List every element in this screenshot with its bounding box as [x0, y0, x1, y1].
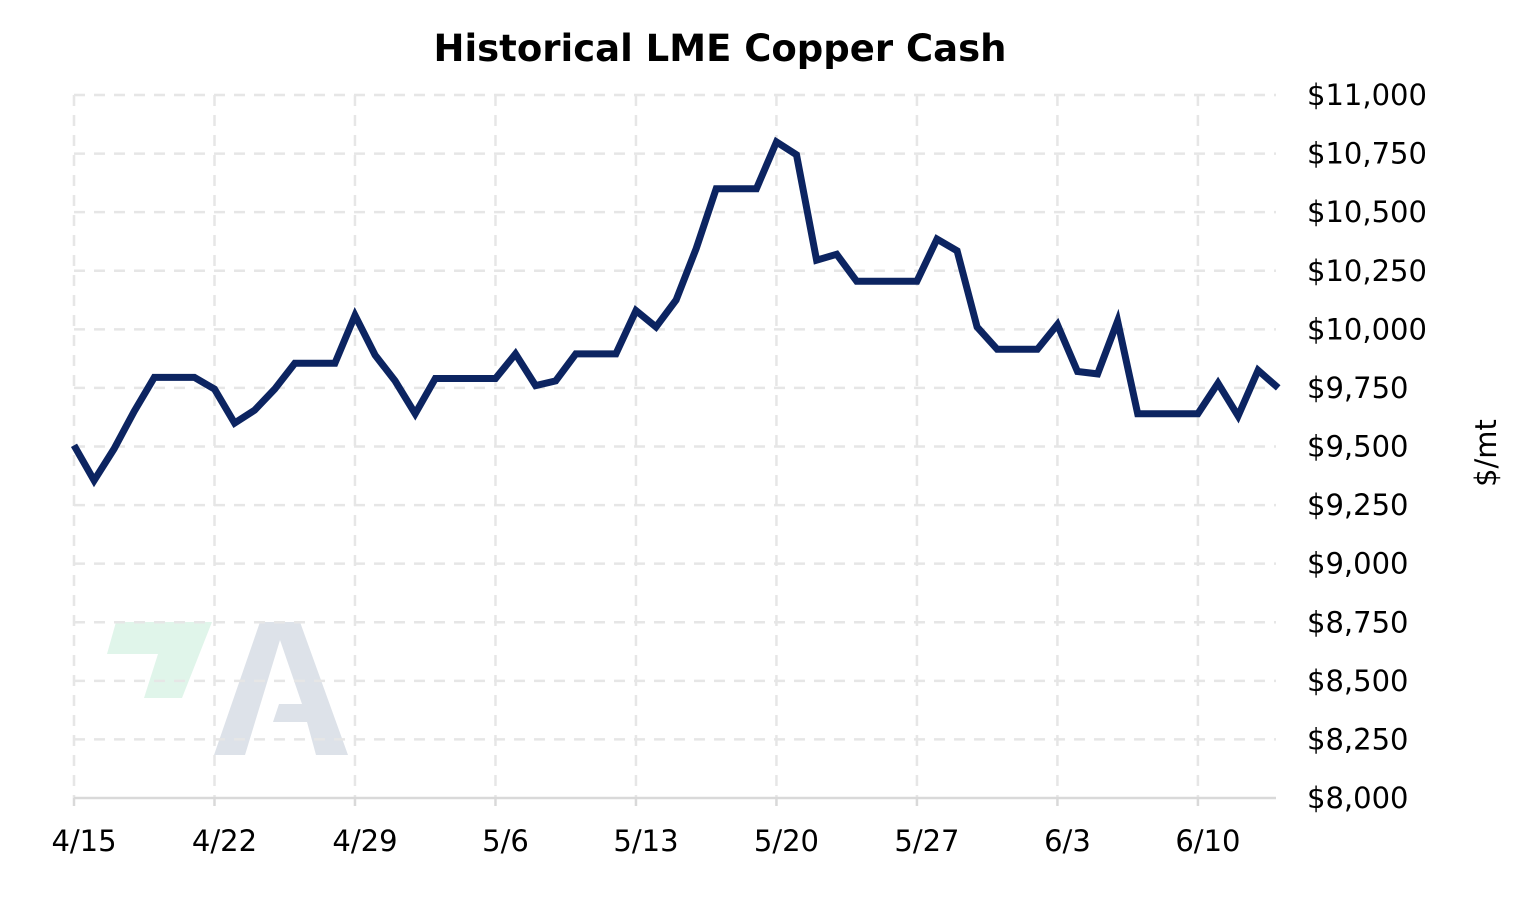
data-point [874, 278, 880, 284]
data-point [1235, 413, 1241, 419]
data-point [533, 383, 539, 389]
x-tick-label: 5/20 [754, 824, 819, 858]
data-point [934, 236, 940, 242]
series-layer [70, 136, 1281, 488]
data-point [673, 297, 679, 303]
data-point [593, 351, 599, 357]
data-point [111, 446, 117, 452]
chart-title: Historical LME Copper Cash [434, 27, 1007, 70]
data-point [1054, 322, 1060, 328]
data-point [1115, 318, 1121, 324]
data-point [613, 351, 619, 357]
watermark-logo [107, 622, 348, 755]
y-tick-label: $9,250 [1307, 488, 1408, 522]
data-point [1075, 369, 1081, 375]
data-point [1255, 367, 1261, 373]
data-point [292, 360, 298, 366]
data-point [232, 420, 238, 426]
grid [72, 93, 1276, 798]
data-point [974, 324, 980, 330]
data-point [513, 351, 519, 357]
y-tick-label: $11,000 [1307, 78, 1427, 112]
data-point [1095, 371, 1101, 377]
data-point [332, 360, 338, 366]
data-point [151, 374, 157, 380]
data-point [1215, 380, 1221, 386]
data-point [713, 186, 719, 192]
data-point [452, 376, 458, 382]
watermark-logo-mark [107, 622, 212, 698]
data-point [553, 378, 559, 384]
data-point [493, 376, 499, 382]
data-point [71, 442, 77, 448]
y-tick-label: $9,000 [1307, 547, 1408, 581]
data-point [171, 374, 177, 380]
y-tick-label: $10,250 [1307, 254, 1427, 288]
data-point [392, 378, 398, 384]
data-point [272, 386, 278, 392]
data-point [994, 346, 1000, 352]
data-point [1034, 346, 1040, 352]
data-point [1275, 385, 1281, 391]
x-tick-label: 4/15 [51, 824, 116, 858]
y-tick-label: $9,750 [1307, 371, 1408, 405]
data-point [1175, 411, 1181, 417]
data-point [352, 312, 358, 318]
x-tick-label: 4/29 [332, 824, 397, 858]
data-point [312, 360, 318, 366]
data-point [894, 278, 900, 284]
x-tick-labels: 4/15 4/22 4/29 5/6 5/13 5/20 5/27 6/3 6/10 [51, 824, 1240, 858]
y-tick-label: $9,500 [1307, 430, 1408, 464]
data-point [834, 251, 840, 257]
y-tick-label: $8,000 [1307, 781, 1408, 815]
data-point [573, 351, 579, 357]
data-point [412, 411, 418, 417]
data-point [212, 386, 218, 392]
series-line-copper-cash [70, 136, 1281, 488]
data-point [954, 248, 960, 254]
data-point [372, 352, 378, 358]
data-point [191, 374, 197, 380]
y-tick-label: $8,750 [1307, 605, 1408, 639]
data-point [131, 408, 137, 414]
data-point [794, 152, 800, 158]
y-tick-label: $8,250 [1307, 722, 1408, 756]
data-point [432, 376, 438, 382]
x-tick-label: 4/22 [192, 824, 257, 858]
data-point [774, 139, 780, 145]
x-axis [72, 796, 1276, 806]
data-point [1195, 411, 1201, 417]
x-tick-label: 5/13 [613, 824, 678, 858]
y-tick-label: $10,000 [1307, 312, 1427, 346]
data-point [733, 186, 739, 192]
data-point [91, 478, 97, 484]
y-tick-label: $10,750 [1307, 137, 1427, 171]
x-tick-label: 5/27 [894, 824, 959, 858]
data-point [1135, 411, 1141, 417]
data-point [472, 376, 478, 382]
x-tick-label: 6/3 [1044, 824, 1091, 858]
data-point [753, 186, 759, 192]
data-point [1155, 411, 1161, 417]
y-tick-label: $10,500 [1307, 195, 1427, 229]
data-point [1014, 346, 1020, 352]
x-tick-label: 5/6 [482, 824, 529, 858]
data-point [814, 257, 820, 263]
data-point [633, 308, 639, 314]
y-axis: $8,000 $8,250 $8,500 $8,750 $9,000 $9,250 $9,5… [1307, 78, 1427, 815]
data-point [653, 324, 659, 330]
y-tick-label: $8,500 [1307, 664, 1408, 698]
data-point [693, 246, 699, 252]
data-point [914, 278, 920, 284]
data-point [854, 278, 860, 284]
data-point [252, 407, 258, 413]
watermark-logo-letter [214, 622, 348, 755]
x-tick-label: 6/10 [1175, 824, 1240, 858]
y-axis-label: $/mt [1469, 419, 1503, 487]
